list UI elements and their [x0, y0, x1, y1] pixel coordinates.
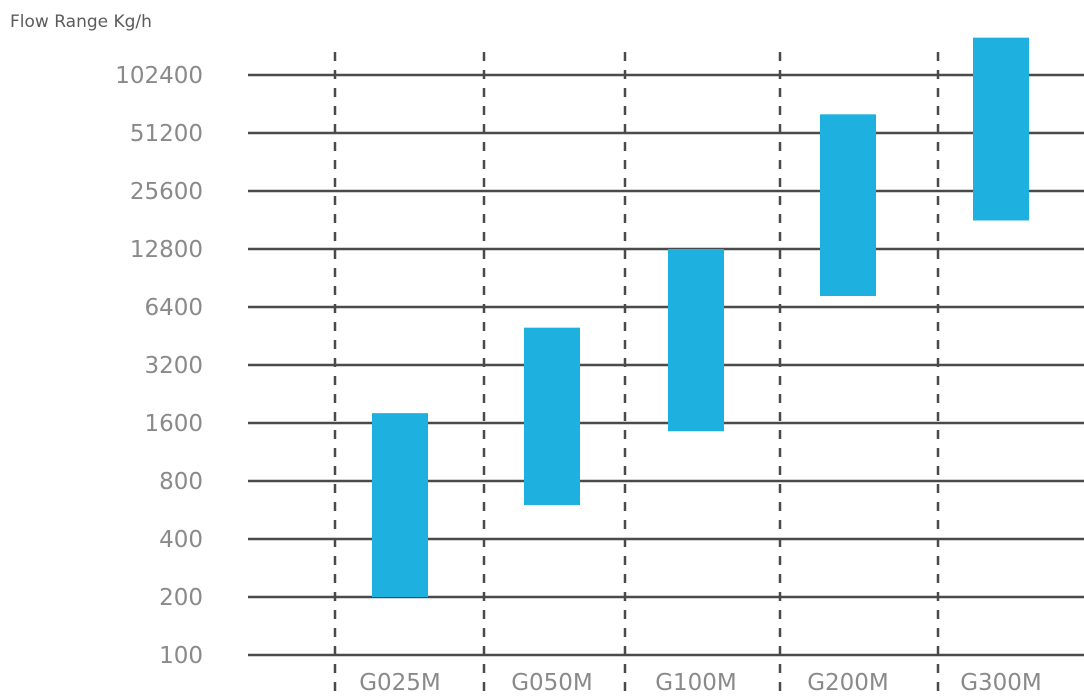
range-bar-g025m [372, 413, 428, 597]
y-tick-label-6400: 6400 [144, 295, 203, 321]
y-tick-label-100: 100 [159, 643, 203, 669]
y-tick-label-400: 400 [159, 527, 203, 553]
y-tick-label-200: 200 [159, 585, 203, 611]
range-bar-g200m [820, 114, 876, 296]
range-bar-g300m [973, 38, 1029, 221]
x-category-label-g200m: G200M [807, 670, 889, 696]
y-tick-label-12800: 12800 [130, 237, 203, 263]
range-bar-g050m [524, 328, 580, 505]
x-category-label-g300m: G300M [960, 670, 1042, 696]
y-tick-label-51200: 51200 [130, 121, 203, 147]
y-tick-label-25600: 25600 [130, 179, 203, 205]
range-bar-g100m [668, 249, 724, 431]
y-tick-label-1600: 1600 [144, 411, 203, 437]
y-tick-label-800: 800 [159, 469, 203, 495]
x-category-label-g025m: G025M [359, 670, 441, 696]
y-tick-label-3200: 3200 [144, 353, 203, 379]
x-category-label-g050m: G050M [511, 670, 593, 696]
x-category-label-g100m: G100M [655, 670, 737, 696]
y-tick-label-102400: 102400 [115, 63, 203, 89]
